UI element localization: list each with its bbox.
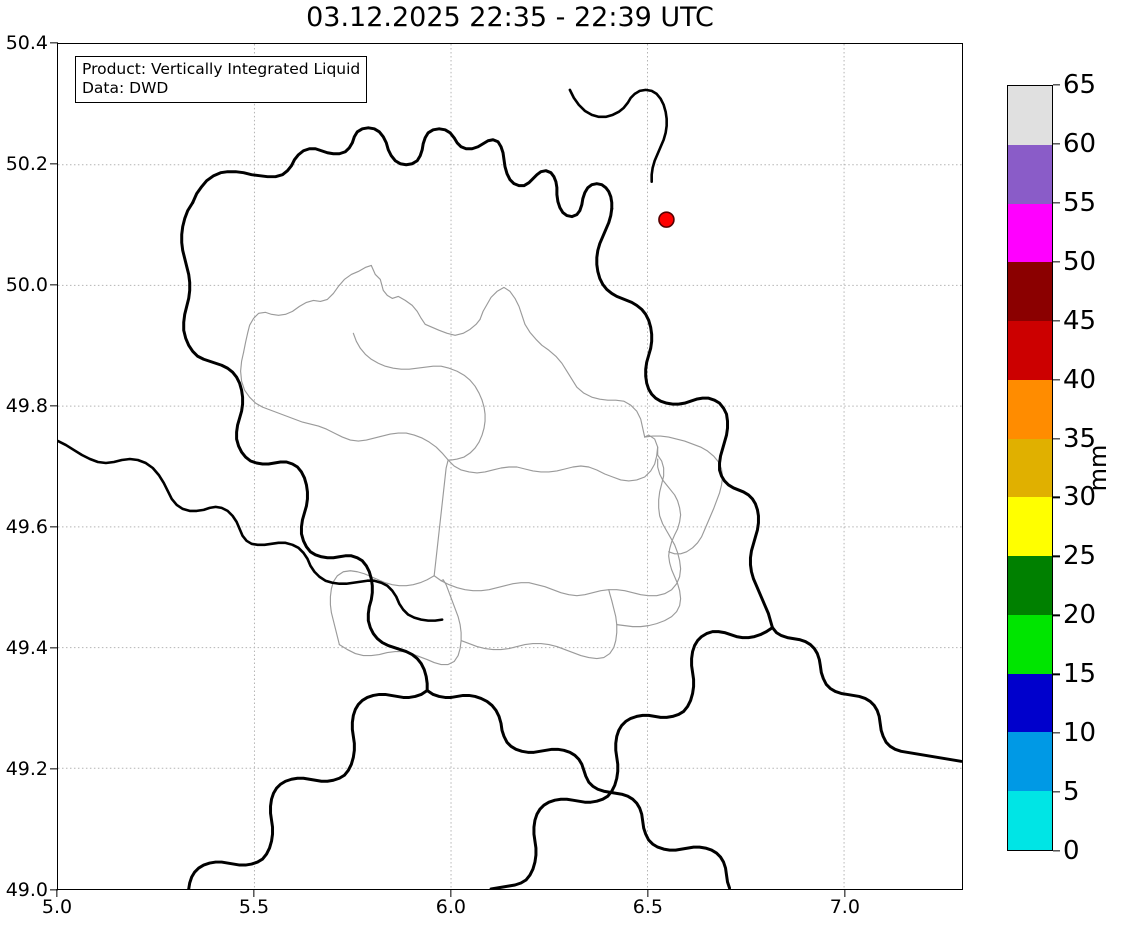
colorbar-tick-label: 65 <box>1063 70 1097 100</box>
colorbar-tick-label: 35 <box>1063 423 1097 454</box>
x-axis-labels: 5.0 5.5 6.0 6.5 7.0 <box>42 896 963 924</box>
y-axis-tickmarks <box>0 42 58 891</box>
y-tick-label: 49.0 <box>5 879 48 901</box>
product-info-line-1: Product: Vertically Integrated Liquid <box>82 60 361 78</box>
colorbar-band <box>1008 791 1052 850</box>
colorbar-tickmark <box>1053 261 1060 263</box>
colorbar-tickmark <box>1053 437 1060 440</box>
colorbar-tickmark <box>1053 84 1060 86</box>
product-info-line-2: Data: DWD <box>82 78 169 97</box>
y-tick-label: 50.4 <box>5 32 48 54</box>
x-tick-label: 6.0 <box>435 896 467 918</box>
y-tick-label: 50.2 <box>5 152 48 175</box>
x-axis-tickmarks <box>56 889 963 901</box>
colorbar-tick-label: 45 <box>1063 305 1097 336</box>
colorbar-tickmark <box>1053 555 1060 558</box>
colorbar-tick-label: 55 <box>1063 187 1097 218</box>
colorbar-tickmark <box>1053 614 1060 616</box>
colorbar-tickmark <box>1053 850 1060 852</box>
x-tick-label: 5.0 <box>41 896 73 918</box>
colorbar-tick-label: 30 <box>1063 482 1097 513</box>
y-tick-label: 49.8 <box>5 394 48 417</box>
national-borders <box>180 126 962 889</box>
y-tick-label: 50.0 <box>5 273 48 296</box>
colorbar[interactable] <box>1007 85 1053 851</box>
colorbar-tickmark <box>1053 673 1060 675</box>
colorbar-tickmark <box>1053 496 1060 499</box>
colorbar-band <box>1008 203 1052 263</box>
page-title: 03.12.2025 22:35 - 22:39 UTC <box>306 2 714 33</box>
y-axis-labels: 50.4 50.2 50.0 49.8 49.6 49.4 49.2 49.0 <box>0 32 48 901</box>
x-tick-label: 7.0 <box>829 896 860 918</box>
colorbar-tickmark <box>1053 320 1060 322</box>
radar-site-marker[interactable] <box>658 211 675 228</box>
colorbar-ticks: 0 5 10 15 20 25 30 35 40 45 50 55 60 65 <box>1053 70 1123 866</box>
map-plot-area[interactable]: Product: Vertically Integrated Liquid Da… <box>57 43 963 890</box>
colorbar-tick-label: 40 <box>1063 364 1097 395</box>
colorbar-band <box>1008 321 1052 380</box>
colorbar-band <box>1008 673 1052 733</box>
map-canvas <box>58 44 962 889</box>
colorbar-tickmark <box>1053 732 1060 734</box>
y-tick-label: 49.4 <box>5 636 48 659</box>
colorbar-tickmark <box>1053 378 1060 381</box>
colorbar-tickmark <box>1053 202 1060 204</box>
colorbar-tick-label: 0 <box>1063 836 1080 866</box>
product-info-box: Product: Vertically Integrated Liquid Da… <box>75 56 368 103</box>
colorbar-tick-label: 15 <box>1063 659 1097 690</box>
colorbar-band <box>1008 438 1052 498</box>
colorbar-band <box>1008 262 1052 322</box>
gridlines <box>58 44 962 889</box>
colorbar-band <box>1008 497 1052 557</box>
colorbar-tick-label: 50 <box>1063 246 1097 277</box>
x-tick-label: 5.5 <box>238 896 270 918</box>
canton-borders <box>240 264 724 666</box>
colorbar-tick-label: 60 <box>1063 128 1097 159</box>
colorbar-band <box>1008 732 1052 792</box>
x-tick-label: 6.5 <box>632 896 663 918</box>
colorbar-axis-label: mm <box>1084 444 1112 492</box>
colorbar-tick-label: 25 <box>1063 541 1097 572</box>
colorbar-band <box>1008 144 1052 204</box>
colorbar-tick-label: 5 <box>1063 777 1080 808</box>
y-tick-label: 49.2 <box>5 757 48 780</box>
colorbar-tickmark <box>1053 791 1060 793</box>
colorbar-tickmark <box>1053 143 1060 145</box>
colorbar-band <box>1008 614 1052 674</box>
colorbar-band <box>1008 379 1052 439</box>
colorbar-tick-label: 20 <box>1063 600 1097 631</box>
colorbar-band <box>1008 86 1052 145</box>
colorbar-band <box>1008 556 1052 615</box>
regional-river-borders <box>58 88 668 622</box>
y-tick-label: 49.6 <box>5 515 48 538</box>
colorbar-tick-label: 10 <box>1063 718 1097 749</box>
